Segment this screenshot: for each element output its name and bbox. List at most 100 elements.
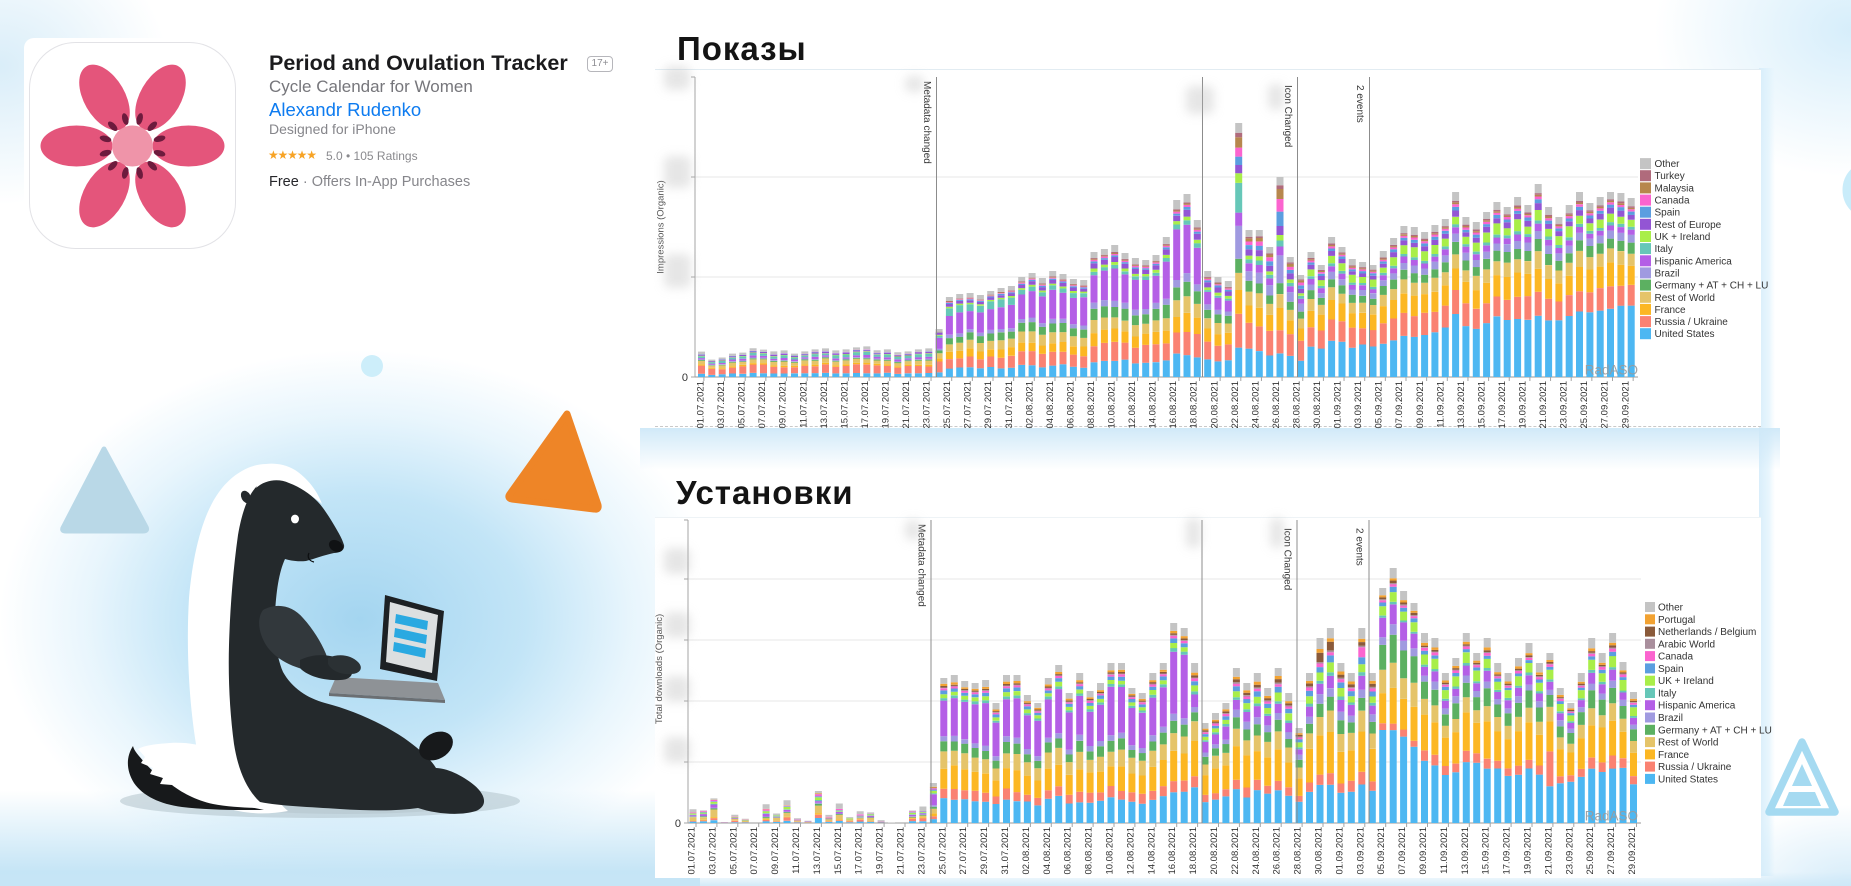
svg-text:01.09.2021: 01.09.2021 <box>1334 827 1345 875</box>
svg-text:03.07.2021: 03.07.2021 <box>707 827 718 875</box>
svg-text:Canada: Canada <box>1658 652 1693 663</box>
svg-text:05.09.2021: 05.09.2021 <box>1374 381 1385 429</box>
svg-text:Germany + AT + CH + LU: Germany + AT + CH + LU <box>1658 725 1772 736</box>
svg-text:Russia / Ukraine: Russia / Ukraine <box>1658 762 1732 773</box>
svg-text:RadASO: RadASO <box>1585 363 1638 378</box>
svg-text:UK + Ireland: UK + Ireland <box>1658 676 1714 687</box>
svg-text:Rest of Europe: Rest of Europe <box>1655 220 1722 231</box>
svg-text:Russia / Ukraine: Russia / Ukraine <box>1655 317 1729 328</box>
svg-text:18.08.2021: 18.08.2021 <box>1188 827 1199 875</box>
svg-text:Netherlands / Belgium: Netherlands / Belgium <box>1658 627 1756 638</box>
svg-text:09.09.2021: 09.09.2021 <box>1415 381 1426 429</box>
svg-text:22.08.2021: 22.08.2021 <box>1230 381 1241 429</box>
svg-text:11.07.2021: 11.07.2021 <box>791 827 802 874</box>
svg-text:Portugal: Portugal <box>1658 615 1695 626</box>
svg-text:07.09.2021: 07.09.2021 <box>1397 827 1408 875</box>
svg-text:UK + Ireland: UK + Ireland <box>1655 232 1711 243</box>
svg-text:28.08.2021: 28.08.2021 <box>1291 381 1302 429</box>
svg-text:11.09.2021: 11.09.2021 <box>1439 827 1450 874</box>
svg-text:14.08.2021: 14.08.2021 <box>1146 827 1157 875</box>
svg-text:15.07.2021: 15.07.2021 <box>833 827 844 875</box>
svg-text:05.07.2021: 05.07.2021 <box>728 827 739 875</box>
svg-text:17.09.2021: 17.09.2021 <box>1502 827 1513 875</box>
svg-text:06.08.2021: 06.08.2021 <box>1063 827 1074 875</box>
svg-text:15.09.2021: 15.09.2021 <box>1476 381 1487 429</box>
svg-text:27.07.2021: 27.07.2021 <box>963 381 974 429</box>
svg-text:21.07.2021: 21.07.2021 <box>901 381 912 429</box>
svg-text:Turkey: Turkey <box>1655 171 1685 182</box>
svg-text:29.09.2021: 29.09.2021 <box>1627 827 1638 875</box>
svg-text:24.08.2021: 24.08.2021 <box>1250 381 1261 429</box>
svg-text:13.07.2021: 13.07.2021 <box>812 827 823 875</box>
svg-text:France: France <box>1655 305 1687 316</box>
svg-text:20.08.2021: 20.08.2021 <box>1209 827 1220 875</box>
svg-text:Impressions (Organic): Impressions (Organic) <box>656 180 667 273</box>
svg-text:21.09.2021: 21.09.2021 <box>1538 381 1549 429</box>
svg-text:Hispanic America: Hispanic America <box>1658 701 1736 712</box>
svg-text:17.07.2021: 17.07.2021 <box>860 381 871 429</box>
svg-text:15.07.2021: 15.07.2021 <box>839 381 850 429</box>
svg-text:07.07.2021: 07.07.2021 <box>757 381 768 429</box>
svg-text:23.09.2021: 23.09.2021 <box>1559 381 1570 429</box>
svg-text:25.07.2021: 25.07.2021 <box>942 381 953 429</box>
svg-text:05.07.2021: 05.07.2021 <box>737 381 748 429</box>
svg-text:0: 0 <box>682 372 688 384</box>
svg-text:03.07.2021: 03.07.2021 <box>716 381 727 429</box>
svg-text:Rest of World: Rest of World <box>1658 738 1718 749</box>
svg-text:04.08.2021: 04.08.2021 <box>1042 827 1053 875</box>
svg-text:27.09.2021: 27.09.2021 <box>1600 381 1611 429</box>
svg-text:Malaysia: Malaysia <box>1655 183 1695 194</box>
svg-text:Germany + AT + CH + LU: Germany + AT + CH + LU <box>1655 281 1769 292</box>
svg-text:27.09.2021: 27.09.2021 <box>1606 827 1617 875</box>
svg-text:09.09.2021: 09.09.2021 <box>1418 827 1429 875</box>
svg-text:25.09.2021: 25.09.2021 <box>1585 827 1596 875</box>
svg-text:Arabic World: Arabic World <box>1658 639 1715 650</box>
svg-text:24.08.2021: 24.08.2021 <box>1251 827 1262 875</box>
svg-text:30.08.2021: 30.08.2021 <box>1314 827 1325 875</box>
svg-text:19.09.2021: 19.09.2021 <box>1523 827 1534 875</box>
svg-text:Metadata changed: Metadata changed <box>916 524 927 607</box>
svg-text:13.09.2021: 13.09.2021 <box>1456 381 1467 429</box>
svg-text:Icon Changed: Icon Changed <box>1282 528 1293 590</box>
svg-text:Other: Other <box>1658 603 1684 614</box>
svg-text:31.07.2021: 31.07.2021 <box>1000 827 1011 875</box>
svg-text:17.07.2021: 17.07.2021 <box>854 827 865 875</box>
svg-text:Total downloads (Organic): Total downloads (Organic) <box>654 614 665 724</box>
svg-text:2 events: 2 events <box>1354 528 1365 566</box>
svg-text:Other: Other <box>1655 159 1681 170</box>
svg-text:05.09.2021: 05.09.2021 <box>1376 827 1387 875</box>
svg-text:19.07.2021: 19.07.2021 <box>875 827 886 875</box>
svg-text:01.07.2021: 01.07.2021 <box>696 381 707 429</box>
svg-text:Rest of World: Rest of World <box>1655 293 1715 304</box>
svg-text:28.08.2021: 28.08.2021 <box>1293 827 1304 875</box>
svg-text:06.08.2021: 06.08.2021 <box>1065 381 1076 429</box>
svg-text:01.07.2021: 01.07.2021 <box>687 827 698 875</box>
svg-text:13.07.2021: 13.07.2021 <box>819 381 830 429</box>
svg-text:09.07.2021: 09.07.2021 <box>770 827 781 875</box>
svg-text:Hispanic America: Hispanic America <box>1655 256 1733 267</box>
svg-text:Metadata changed: Metadata changed <box>921 81 932 164</box>
svg-text:20.08.2021: 20.08.2021 <box>1209 381 1220 429</box>
svg-text:16.08.2021: 16.08.2021 <box>1168 381 1179 429</box>
svg-text:Spain: Spain <box>1655 208 1681 219</box>
svg-text:02.08.2021: 02.08.2021 <box>1021 827 1032 875</box>
svg-text:14.08.2021: 14.08.2021 <box>1148 381 1159 429</box>
svg-text:08.08.2021: 08.08.2021 <box>1086 381 1097 429</box>
svg-text:02.08.2021: 02.08.2021 <box>1024 381 1035 429</box>
svg-text:30.08.2021: 30.08.2021 <box>1312 381 1323 429</box>
svg-text:22.08.2021: 22.08.2021 <box>1230 827 1241 875</box>
svg-text:23.09.2021: 23.09.2021 <box>1564 827 1575 875</box>
svg-text:Italy: Italy <box>1658 689 1676 700</box>
svg-text:01.09.2021: 01.09.2021 <box>1333 381 1344 429</box>
svg-text:11.07.2021: 11.07.2021 <box>798 381 809 428</box>
svg-text:09.07.2021: 09.07.2021 <box>778 381 789 429</box>
svg-text:17.09.2021: 17.09.2021 <box>1497 381 1508 429</box>
svg-text:29.07.2021: 29.07.2021 <box>979 827 990 875</box>
svg-text:23.07.2021: 23.07.2021 <box>916 827 927 875</box>
svg-text:10.08.2021: 10.08.2021 <box>1105 827 1116 875</box>
svg-text:07.07.2021: 07.07.2021 <box>749 827 760 875</box>
svg-text:03.09.2021: 03.09.2021 <box>1355 827 1366 875</box>
svg-text:25.07.2021: 25.07.2021 <box>937 827 948 875</box>
svg-text:29.07.2021: 29.07.2021 <box>983 381 994 429</box>
svg-text:23.07.2021: 23.07.2021 <box>922 381 933 429</box>
